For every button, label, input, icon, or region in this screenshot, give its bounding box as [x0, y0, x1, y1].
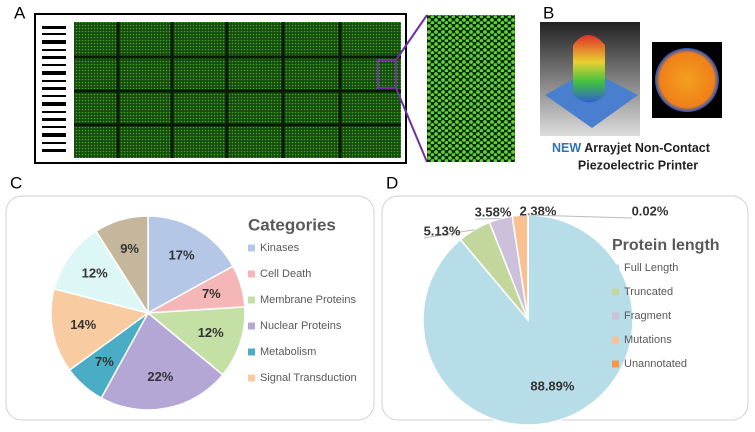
caption-line: Arrayjet Non-Contact [584, 141, 711, 155]
legend-swatch [248, 271, 255, 278]
data-label: 12% [198, 325, 224, 340]
data-label: 88.89% [530, 379, 575, 394]
legend-label: Fragment [624, 310, 671, 322]
spot [655, 48, 719, 112]
droplet [573, 35, 605, 103]
legend-label: Full Length [624, 262, 678, 274]
caption-new: NEW [552, 141, 581, 155]
legend-swatch [612, 337, 619, 344]
legend-swatch [612, 289, 619, 296]
charts: 17% 7% 12% 22% 7% 14% 12% 9% Categories Kinases Ce… [51, 203, 720, 425]
data-label: 12% [82, 266, 108, 281]
legend-label: Truncated [624, 286, 673, 298]
legend-swatch [612, 265, 619, 272]
data-label: 7% [95, 354, 114, 369]
legend-swatch [612, 361, 619, 368]
data-label: 22% [147, 369, 173, 384]
data-label: 2.38% [520, 203, 557, 218]
legend-swatch [248, 375, 255, 382]
data-label: 3.58% [475, 204, 512, 219]
legend-swatch [248, 245, 255, 252]
data-label: 9% [120, 241, 139, 256]
legend-label: Membrane Proteins [260, 294, 356, 306]
caption: NEW Arrayjet Non-Contact [552, 141, 711, 155]
legend-label: Unannotated [624, 358, 687, 370]
legend-label: Signal Transduction [260, 372, 357, 384]
zoom-image [427, 15, 515, 162]
data-label: 14% [70, 317, 96, 332]
panel-label: B [543, 3, 554, 22]
data-label: 17% [169, 248, 195, 263]
legend-swatch [248, 297, 255, 304]
legend-title: Protein length [612, 237, 720, 254]
legend-label: Kinases [260, 242, 300, 254]
legend-swatch [248, 349, 255, 356]
panel-label: A [14, 3, 26, 22]
legend-swatch [248, 323, 255, 330]
legend-title: Categories [248, 215, 336, 234]
legend-label: Cell Death [260, 268, 311, 280]
panel-label: D [386, 173, 398, 192]
legend-label: Nuclear Proteins [260, 320, 342, 332]
legend-label: Metabolism [260, 346, 316, 358]
panel-label: C [10, 173, 22, 192]
caption-line: Piezoelectric Printer [578, 158, 698, 172]
data-label: 0.02% [632, 203, 669, 218]
legend-swatch [612, 313, 619, 320]
legend-label: Mutations [624, 334, 672, 346]
data-label: 7% [202, 286, 221, 301]
data-label: 5.13% [424, 223, 461, 238]
